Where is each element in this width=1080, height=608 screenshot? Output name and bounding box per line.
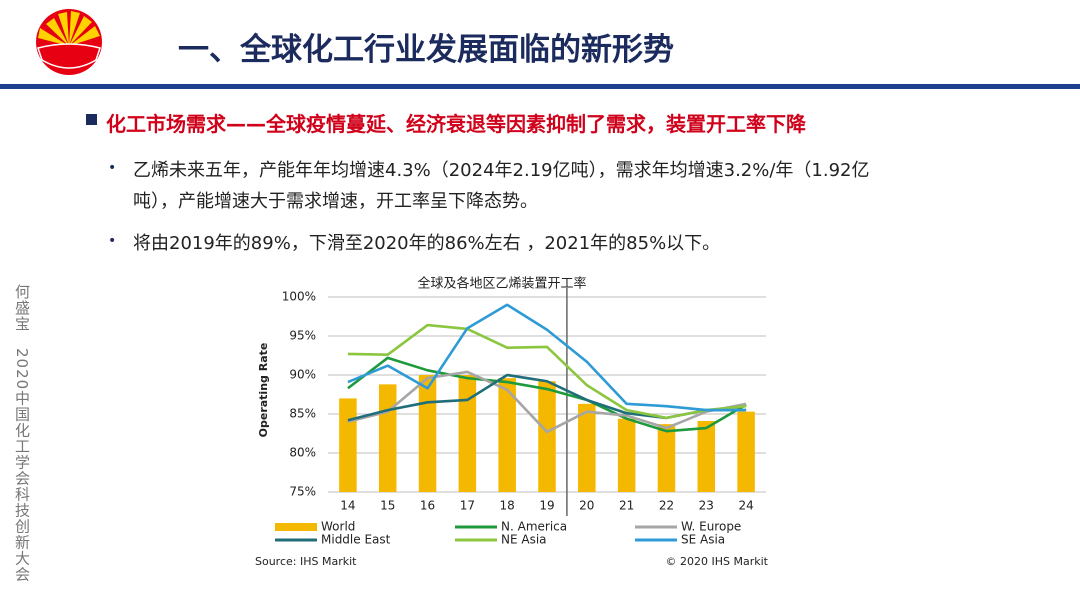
line [347, 303, 747, 412]
section-heading: 化工市场需求——全球疫情蔓延、经济衰退等因素抑制了需求，装置开工率下降 [106, 112, 806, 136]
x-tick-label: 14 [340, 499, 355, 513]
bar [418, 375, 437, 492]
x-tick-label: 21 [619, 499, 634, 513]
bar [498, 378, 516, 492]
x-tick-label: 15 [380, 499, 395, 513]
x-tick-label: 19 [539, 499, 554, 513]
legend-label: Middle East [321, 533, 391, 547]
y-tick-label: 80% [289, 446, 316, 460]
legend-label: NE Asia [501, 533, 547, 547]
x-tick-label: 24 [738, 499, 753, 513]
slide-title: 一、全球化工行业发展面临的新形势 [178, 32, 674, 68]
bar [378, 384, 397, 492]
square-bullet [86, 114, 97, 125]
legend-label: World [321, 520, 355, 534]
bar [697, 421, 716, 492]
header-rule [0, 84, 1080, 89]
bullet-text: 将由2019年的89%，下滑至2020年的86%左右 ，2021年的85%以下。 [133, 233, 721, 254]
logo [36, 9, 102, 75]
x-tick-label: 22 [659, 499, 674, 513]
bar [458, 375, 477, 492]
y-tick-label: 75% [289, 485, 316, 499]
line [347, 323, 747, 420]
copyright: © 2020 IHS Markit [666, 555, 769, 568]
legend-label: N. America [501, 520, 567, 534]
bar [657, 424, 676, 492]
legend-swatch [275, 523, 317, 531]
source: Source: IHS Markit [255, 555, 357, 568]
y-tick-label: 85% [289, 407, 316, 421]
x-tick-label: 18 [500, 499, 515, 513]
chart-title: 全球及各地区乙烯装置开工率 [417, 276, 586, 292]
bar [737, 411, 755, 492]
x-tick-label: 23 [699, 499, 714, 513]
bar [538, 381, 556, 492]
line [347, 356, 747, 433]
x-tick-label: 17 [460, 499, 475, 513]
sidebar-text: 何盛宝 2020中国化工学会科技创新大会 [13, 284, 31, 583]
y-tick-label: 100% [282, 290, 316, 304]
bar [339, 398, 357, 492]
bar [578, 403, 596, 492]
bullet-dot: • [108, 233, 117, 249]
legend-label: W. Europe [681, 520, 741, 534]
bullet-text: 乙烯未来五年，产能年年均增速4.3%（2024年2.19亿吨），需求年均增速3.… [133, 160, 870, 212]
x-tick-label: 16 [420, 499, 435, 513]
legend-label: SE Asia [681, 533, 725, 547]
y-tick-label: 90% [289, 368, 316, 382]
y-axis-label: Operating Rate [257, 343, 270, 438]
line [347, 370, 747, 434]
x-tick-label: 20 [579, 499, 594, 513]
bullet-dot: • [108, 160, 117, 176]
bar [617, 418, 636, 492]
y-tick-label: 95% [289, 329, 316, 343]
